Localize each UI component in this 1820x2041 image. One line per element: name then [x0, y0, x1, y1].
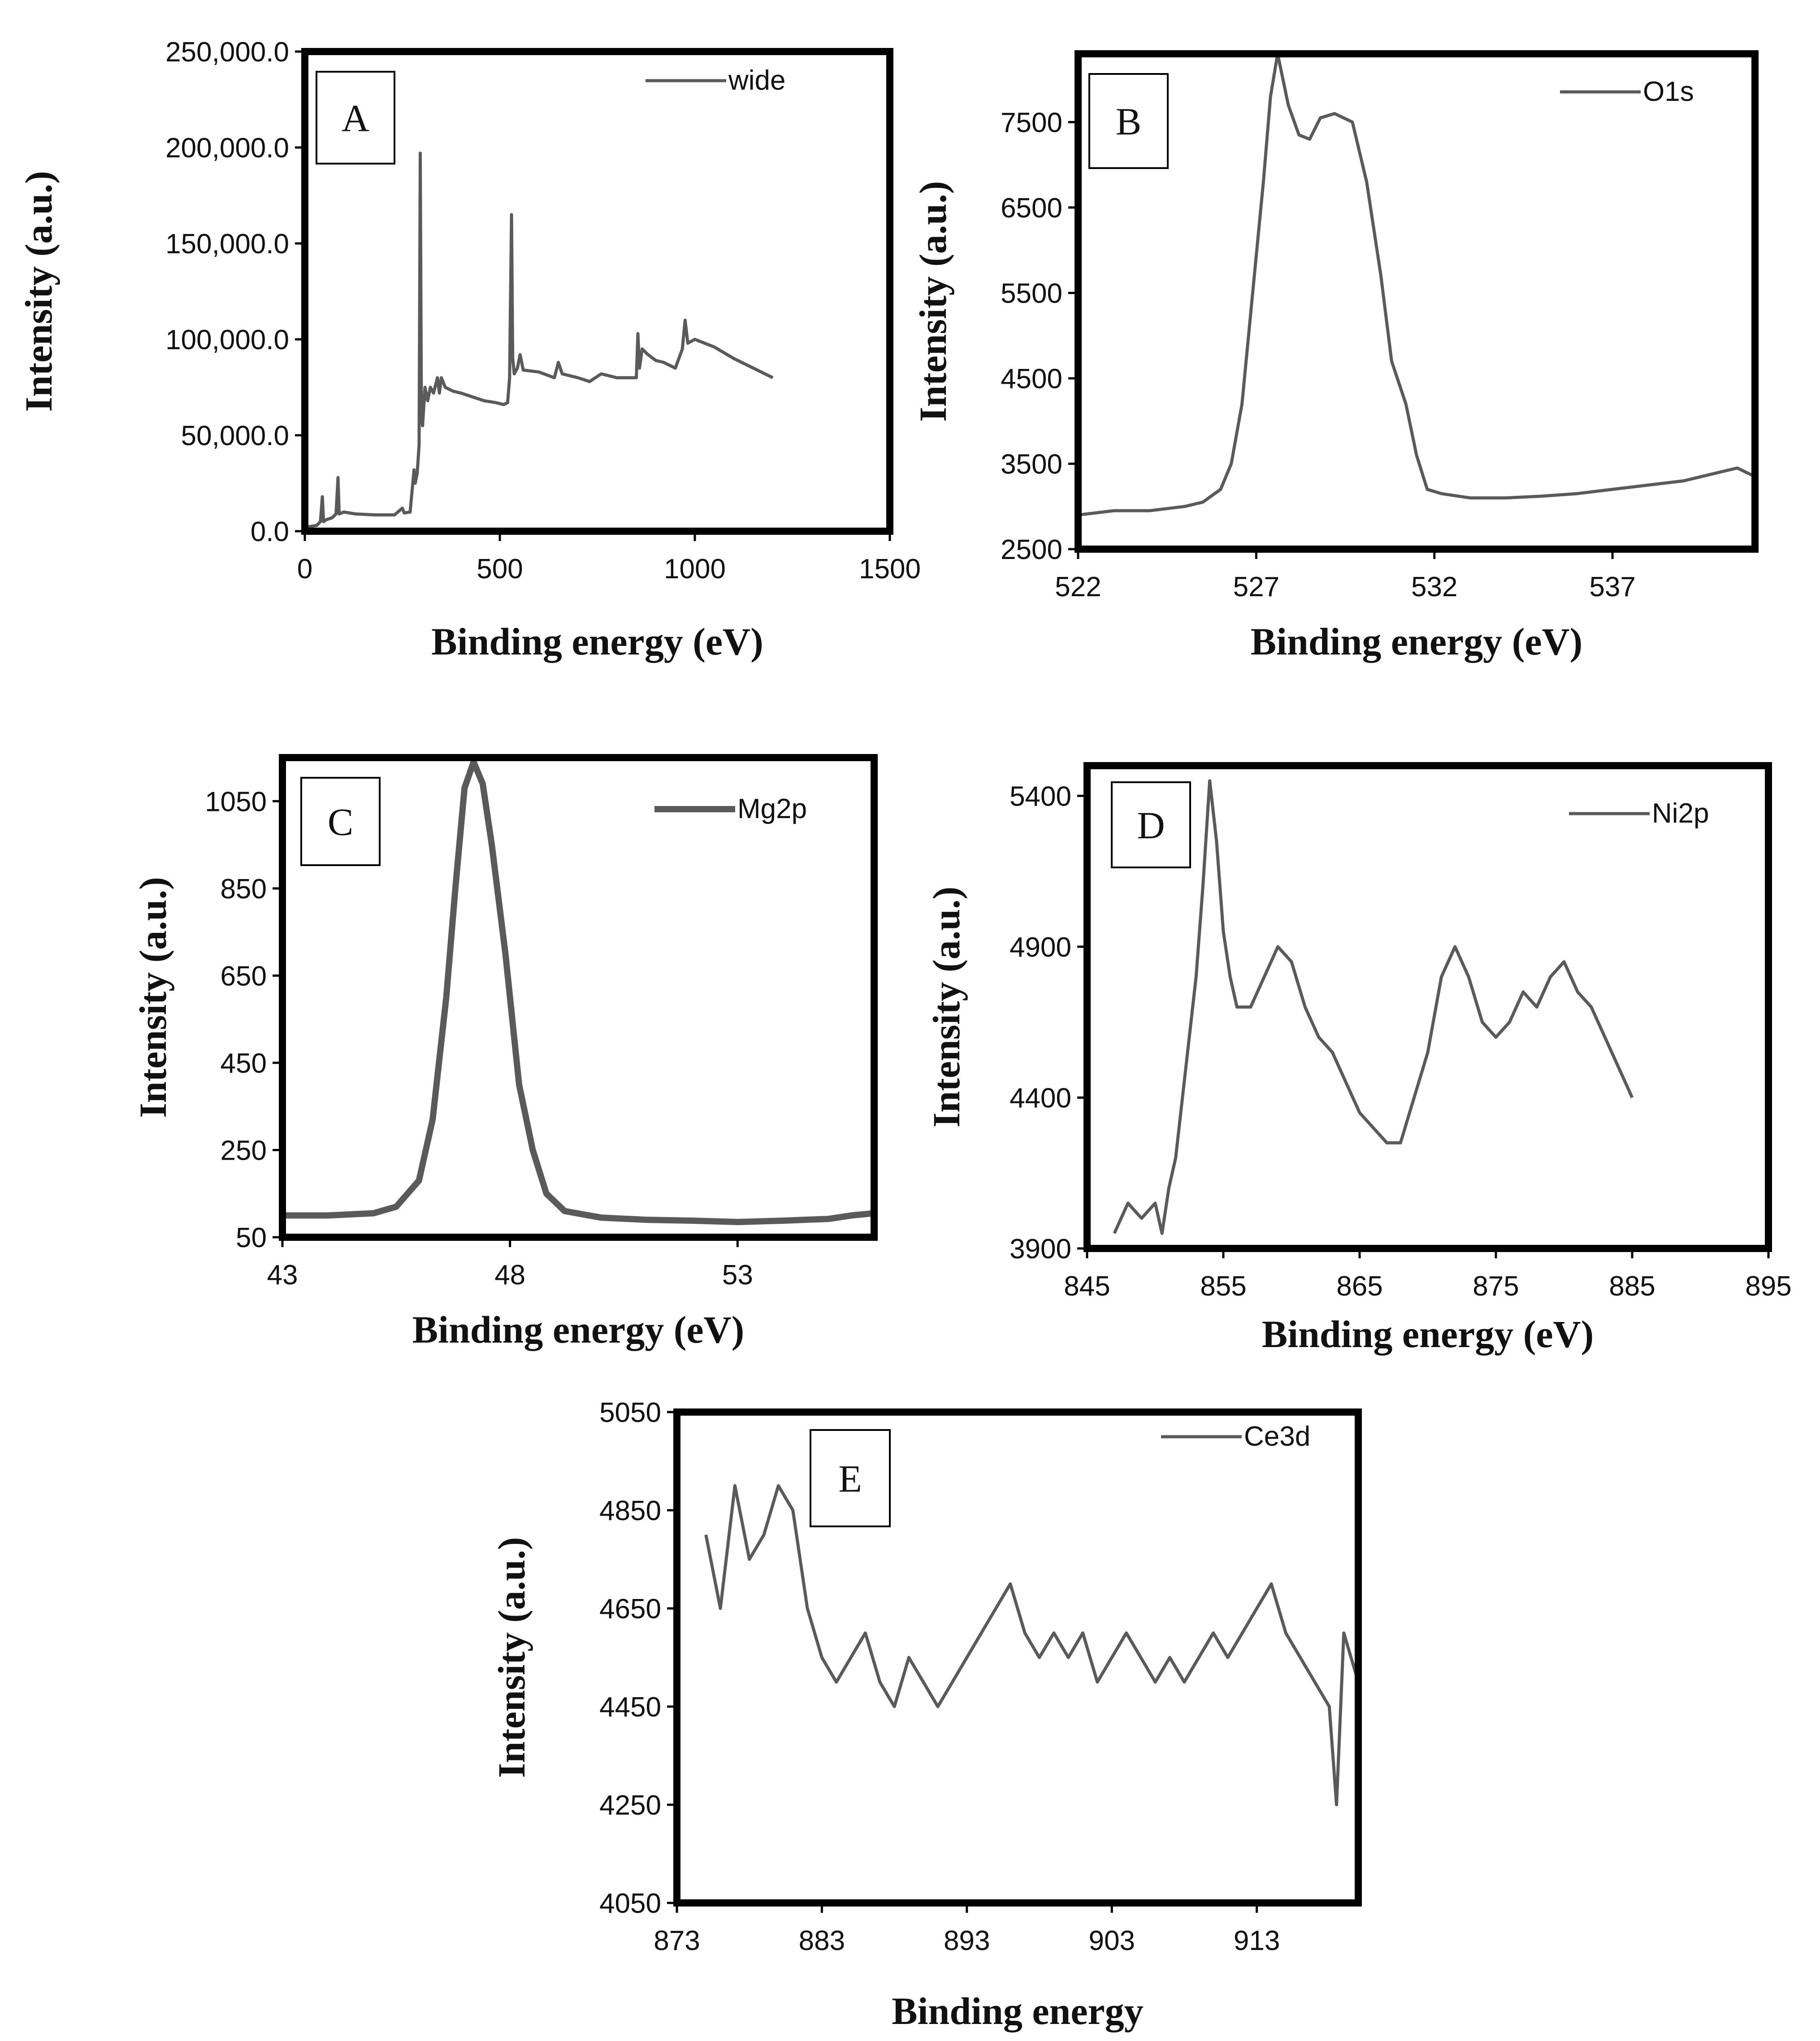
x-tick-label: 883	[799, 1925, 845, 1956]
x-tick-label: 48	[494, 1260, 525, 1291]
legend-label: wide	[728, 65, 786, 96]
y-axis-title: Intensity (a.u.)	[490, 1537, 533, 1778]
y-tick-label: 2500	[1001, 534, 1062, 565]
x-axis-title: Binding energy (eV)	[412, 1308, 745, 1351]
y-tick-label: 5400	[1010, 781, 1071, 812]
panel-label-box	[1111, 781, 1191, 868]
y-tick-label: 4650	[599, 1594, 661, 1625]
y-tick-label: 50,000.0	[181, 420, 289, 451]
x-tick-label: 53	[722, 1260, 753, 1291]
y-tick-label: 250	[221, 1135, 267, 1166]
y-tick-label: 6500	[1001, 193, 1062, 224]
panel-label-box	[300, 777, 381, 866]
plot-frame	[673, 1408, 1362, 1907]
plot-frame	[1075, 50, 1759, 553]
x-tick-label: 527	[1233, 572, 1279, 602]
panel-label: D	[1137, 804, 1165, 847]
x-tick-label: 873	[654, 1925, 700, 1956]
y-tick-label: 4400	[1010, 1083, 1071, 1114]
x-tick-label: 903	[1088, 1925, 1135, 1956]
y-tick-label: 3900	[1010, 1234, 1071, 1265]
series-line-o1s	[1078, 54, 1755, 517]
y-tick-label: 7500	[1001, 107, 1062, 138]
plot-frame	[279, 754, 878, 1241]
y-tick-label: 100,000.0	[165, 325, 289, 355]
x-tick-label: 855	[1200, 1271, 1246, 1302]
x-tick-label: 0	[297, 554, 312, 585]
x-tick-label: 500	[477, 554, 523, 585]
y-tick-label: 3500	[1001, 449, 1062, 480]
y-tick-label: 5500	[1001, 278, 1062, 309]
x-tick-label: 1500	[859, 554, 921, 585]
y-tick-label: 650	[221, 961, 267, 992]
y-axis-title: Intensity (a.u.)	[131, 877, 174, 1118]
x-tick-label: 875	[1473, 1271, 1519, 1302]
y-tick-label: 4850	[599, 1495, 661, 1526]
y-tick-label: 850	[221, 874, 267, 905]
chart-panel-e: 873 883 893 903 913 4050 4250 4450 4650 4850 5050 B…	[490, 1397, 1362, 2032]
x-tick-label: 845	[1064, 1271, 1110, 1302]
chart-panel-d: 845 855 865 875 885 895 3900 4400 4900 5400 Bindin…	[925, 762, 1792, 1356]
y-tick-label: 4450	[599, 1692, 661, 1723]
chart-panel-a: 0 500 1000 1500 0.0 50,000.0 100,000.0 150,000.…	[17, 37, 921, 663]
panel-label-box	[810, 1429, 891, 1527]
panel-label: E	[838, 1457, 862, 1500]
legend-label: Ni2p	[1652, 798, 1709, 829]
y-tick-label: 5050	[599, 1397, 661, 1428]
x-tick-label: 522	[1055, 572, 1101, 602]
x-tick-label: 893	[944, 1925, 990, 1956]
y-tick-label: 450	[221, 1048, 267, 1079]
y-axis-title: Intensity (a.u.)	[925, 887, 968, 1128]
legend-label: Mg2p	[737, 793, 807, 824]
x-axis-title: Binding energy	[892, 1989, 1143, 2032]
x-tick-label: 1000	[664, 554, 726, 585]
y-tick-label: 200,000.0	[165, 133, 289, 164]
x-axis-title: Binding energy (eV)	[431, 620, 763, 663]
panel-label-box	[316, 71, 395, 165]
panel-label: B	[1116, 100, 1141, 143]
x-tick-label: 865	[1336, 1271, 1382, 1302]
panel-label-box	[1088, 73, 1169, 169]
y-tick-label: 150,000.0	[165, 229, 289, 260]
chart-panel-b: 522 527 532 537 2500 3500 4500 5500 6500 7500 Bind…	[911, 50, 1759, 663]
y-axis-title: Intensity (a.u.)	[17, 171, 60, 412]
x-tick-label: 43	[267, 1260, 298, 1291]
y-tick-label: 4050	[599, 1888, 661, 1919]
x-tick-label: 895	[1745, 1271, 1791, 1302]
panel-label: A	[342, 97, 369, 140]
y-axis-title: Intensity (a.u.)	[911, 181, 954, 422]
plot-frame	[1083, 762, 1772, 1252]
x-tick-label: 913	[1234, 1925, 1280, 1956]
y-tick-label: 4900	[1010, 932, 1071, 963]
x-tick-label: 532	[1411, 572, 1457, 602]
plot-frame	[301, 48, 893, 535]
series-line-ce3d	[704, 1484, 1358, 1807]
chart-panel-c: 43 48 53 50 250 450 650 850 1050 Binding energy (…	[131, 754, 878, 1351]
x-axis-title: Binding energy (eV)	[1251, 620, 1583, 663]
y-tick-label: 1050	[205, 786, 267, 817]
legend-label: Ce3d	[1244, 1421, 1310, 1452]
x-axis-title: Binding energy (eV)	[1262, 1313, 1594, 1356]
y-tick-label: 4500	[1001, 364, 1062, 394]
x-tick-label: 537	[1589, 572, 1635, 602]
x-tick-label: 885	[1609, 1271, 1655, 1302]
y-tick-label: 250,000.0	[165, 37, 289, 68]
y-tick-label: 0.0	[251, 516, 289, 547]
series-line-ni2p	[1113, 779, 1634, 1235]
legend-label: O1s	[1643, 76, 1694, 107]
series-line-mg2p	[282, 758, 874, 1225]
y-tick-label: 50	[236, 1222, 267, 1253]
y-tick-label: 4250	[599, 1790, 661, 1821]
panel-label: C	[328, 801, 353, 844]
series-line-wide	[305, 152, 774, 529]
